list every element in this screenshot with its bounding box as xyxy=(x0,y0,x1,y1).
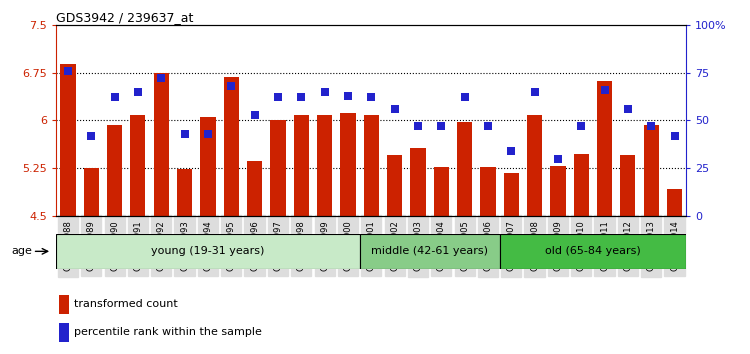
Bar xyxy=(620,155,635,216)
Bar xyxy=(200,117,215,216)
Point xyxy=(342,93,354,98)
Bar xyxy=(294,115,309,216)
Point xyxy=(388,106,400,112)
Text: old (65-84 years): old (65-84 years) xyxy=(545,246,640,256)
Point xyxy=(458,95,470,100)
Bar xyxy=(56,234,359,269)
Point xyxy=(86,133,98,138)
Point xyxy=(529,89,541,95)
Bar xyxy=(270,120,286,216)
Bar xyxy=(644,125,658,216)
Bar xyxy=(317,115,332,216)
Bar xyxy=(154,73,169,216)
Bar xyxy=(224,77,238,216)
Point xyxy=(202,131,214,137)
Bar xyxy=(480,167,496,216)
Point xyxy=(435,123,447,129)
Text: GDS3942 / 239637_at: GDS3942 / 239637_at xyxy=(56,11,194,24)
Point xyxy=(575,123,587,129)
Point xyxy=(365,95,377,100)
Bar xyxy=(527,115,542,216)
Bar xyxy=(359,234,500,269)
Point xyxy=(109,95,121,100)
Text: transformed count: transformed count xyxy=(74,299,178,309)
Text: age: age xyxy=(11,246,32,256)
Bar xyxy=(387,155,402,216)
Bar xyxy=(340,113,356,216)
Bar xyxy=(59,323,70,342)
Point xyxy=(552,156,564,161)
Point xyxy=(296,95,307,100)
Bar xyxy=(574,154,589,216)
Bar xyxy=(667,189,682,216)
Bar xyxy=(597,81,612,216)
Bar xyxy=(500,234,686,269)
Bar xyxy=(60,64,76,216)
Bar xyxy=(410,148,425,216)
Point xyxy=(645,123,657,129)
Point xyxy=(155,75,167,81)
Point xyxy=(482,123,494,129)
Text: young (19-31 years): young (19-31 years) xyxy=(152,246,265,256)
Point xyxy=(319,89,331,95)
Point xyxy=(248,112,260,118)
Point xyxy=(668,133,680,138)
Text: percentile rank within the sample: percentile rank within the sample xyxy=(74,327,262,337)
Bar xyxy=(177,169,192,216)
Point xyxy=(506,148,518,154)
Point xyxy=(412,123,424,129)
Bar xyxy=(59,295,70,314)
Bar xyxy=(130,115,146,216)
Point xyxy=(62,68,74,74)
Point xyxy=(622,106,634,112)
Point xyxy=(178,131,190,137)
Bar xyxy=(107,125,122,216)
Bar xyxy=(550,166,566,216)
Bar xyxy=(504,173,519,216)
Bar xyxy=(84,168,99,216)
Point xyxy=(598,87,610,93)
Text: middle (42-61 years): middle (42-61 years) xyxy=(371,246,488,256)
Point xyxy=(132,89,144,95)
Bar xyxy=(364,115,379,216)
Bar xyxy=(433,167,448,216)
Point xyxy=(272,95,284,100)
Bar xyxy=(457,122,472,216)
Point xyxy=(225,83,237,89)
Bar xyxy=(247,161,262,216)
